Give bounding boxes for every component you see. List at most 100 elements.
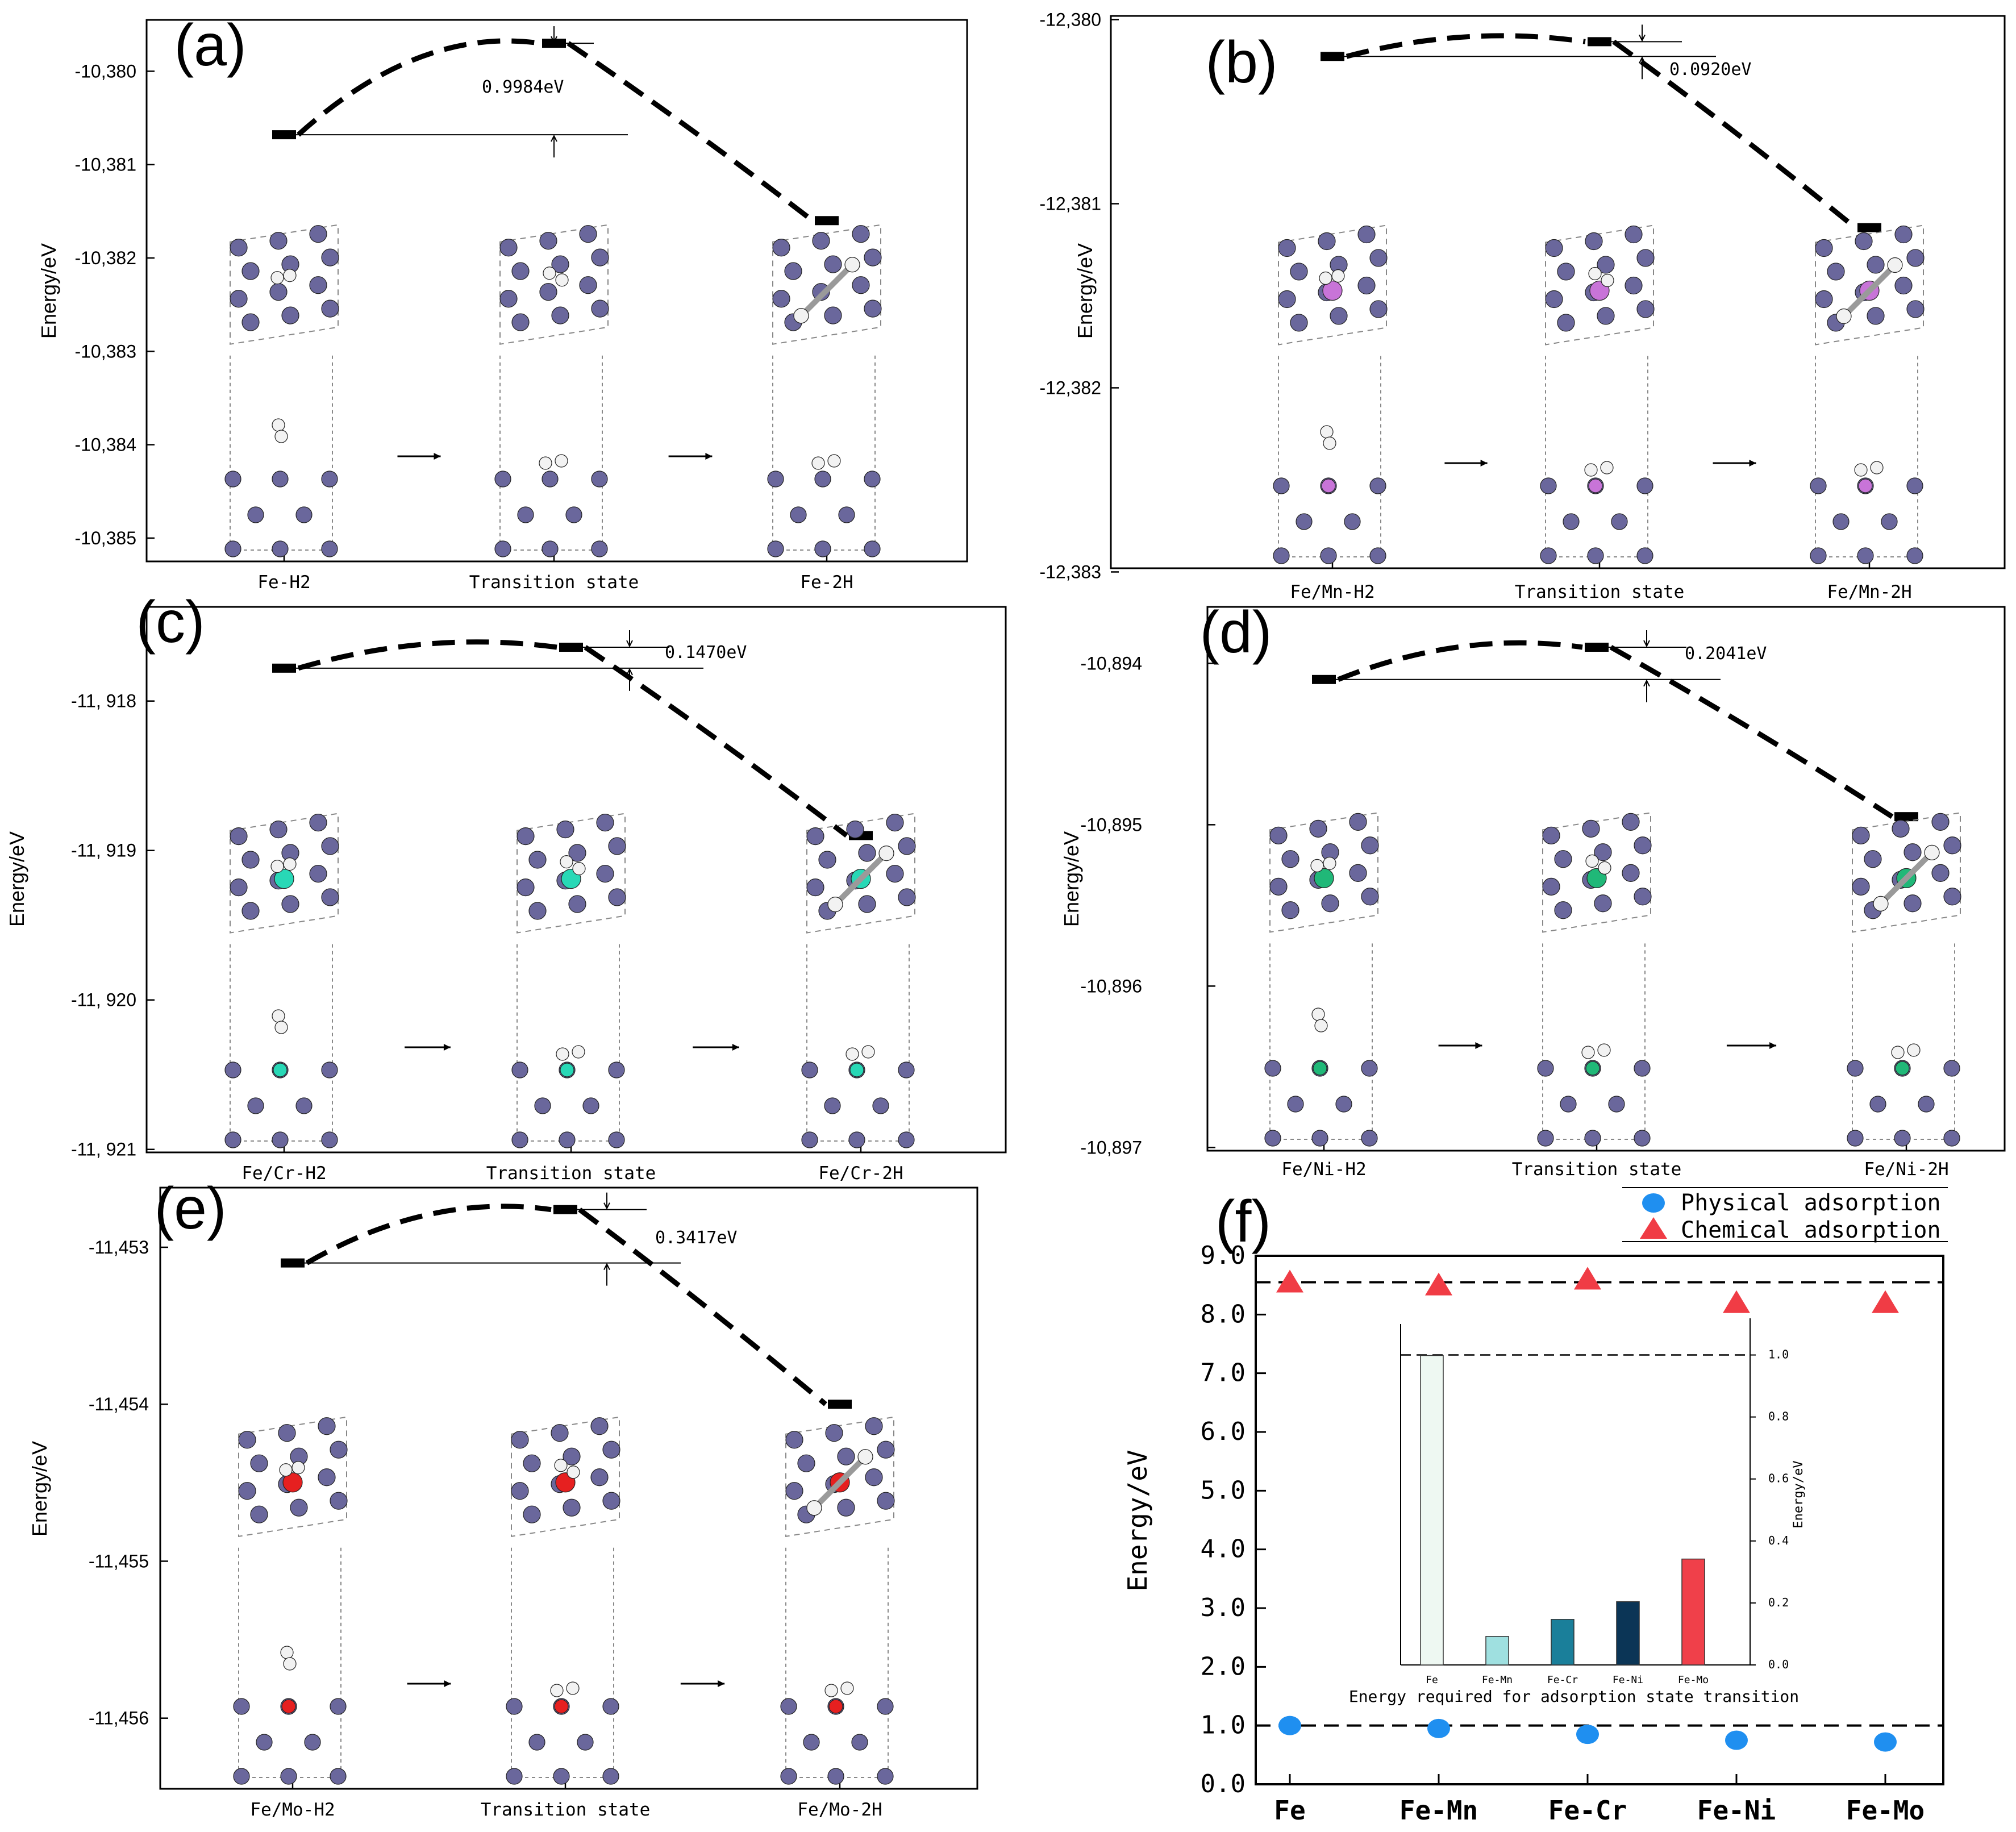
fe-atom [865,1417,883,1435]
fe-atom [321,1131,338,1148]
arrow-head [1475,1042,1482,1049]
y-axis-label: Energy/eV [5,831,28,927]
fe-atom [295,506,313,523]
fe-atom [797,1454,815,1472]
arrow-head [434,453,441,460]
arrow-head [1749,460,1756,467]
fe-atom [238,1482,256,1500]
fe-atom [806,827,824,846]
h-atom [806,1500,822,1516]
h-atom [272,1009,285,1023]
fe-atom [1918,1096,1935,1113]
arrow-head [603,1263,610,1271]
fe-atom [1273,477,1290,494]
y-tick-label: -11, 918 [71,691,136,711]
arrow-head [1639,34,1646,42]
fe-atom [1867,256,1885,274]
y-tick-label: 4.0 [1201,1535,1246,1564]
fe-atom [1369,300,1388,318]
fe-atom [1344,513,1361,530]
fe-atom [250,1454,268,1472]
fe-atom [559,1131,576,1148]
category-label: Transition state [1512,1159,1682,1180]
fe-atom [1357,225,1376,244]
h-atom [1323,436,1336,450]
fe-atom [824,1097,841,1114]
dopant-atom [282,1472,303,1493]
fe-atom [579,276,597,294]
fe-atom [1832,513,1850,530]
panel-label: (a) [174,13,246,78]
h-atom [1584,463,1598,477]
fe-atom [1906,477,1923,494]
dopant-atom [554,1699,569,1714]
y-tick-label: 8.0 [1201,1300,1246,1329]
fe-atom [898,837,916,855]
fe-atom [1634,1060,1651,1077]
h-atom [1907,1043,1921,1057]
fe-atom [1894,225,1913,244]
fe-atom [827,1768,844,1785]
fe-atom [772,239,790,257]
barrier-label: 0.3417eV [655,1228,738,1248]
cell-outline [1545,224,1654,345]
fe-atom [1810,477,1827,494]
reaction-path [578,1208,827,1406]
fe-atom [295,1097,313,1114]
fe-atom [780,1698,797,1715]
legend-marker-physical [1642,1193,1665,1213]
fe-atom [1585,232,1603,251]
fe-atom [272,471,289,488]
fe-atom [591,248,609,267]
fe-atom [494,471,511,488]
category-label: Fe-Mo [1846,1795,1925,1826]
fe-atom [1597,307,1615,325]
fe-atom [590,1417,609,1435]
y-tick-label: -10,894 [1080,653,1142,673]
y-tick-label: -11,456 [89,1708,149,1729]
h-atom [1887,257,1903,273]
fe-atom [608,1061,625,1079]
arrow-head [551,134,557,142]
h-atom [572,1045,585,1059]
panel-d: -10,894 -10,895 -10,896 -10,897 Energy/eV (d)… [1060,599,2006,1180]
fe-atom [1597,256,1615,274]
fe-atom [1815,239,1833,257]
fe-atom [602,1440,620,1459]
fe-atom [1584,1130,1601,1147]
fe-atom [801,1131,818,1148]
y-tick-label: -11, 921 [71,1139,136,1160]
h-atom [270,271,284,285]
y-axis-label: Energy/eV [1060,831,1083,927]
fe-atom [551,306,569,324]
h-atom [1836,308,1852,324]
dopant-atom [1895,1061,1910,1076]
h-atom [1598,861,1611,875]
fe-atom [838,506,855,523]
panel-c: -11, 918 -11, 919 -11, 920 -11, 921 Energy/e… [5,589,1007,1184]
h-atom [1320,425,1334,439]
fe-atom [1349,813,1367,831]
fe-atom [281,306,299,324]
h-atom [1854,463,1868,477]
fe-atom [281,895,299,913]
arrow-head [443,1044,451,1051]
fe-atom [1361,836,1379,855]
h-atom [857,1449,873,1465]
y-axis-label: Energy/eV [1073,243,1097,339]
chemical-adsorption-point [1872,1290,1899,1313]
fe-atom [542,540,559,557]
fe-atom [553,1768,570,1785]
panel-e: -11,453 -11,454 -11,455 -11,456 Energy/eV (e)… [28,1176,978,1820]
inset-y-tick-label: 1.0 [1768,1348,1789,1361]
cell-outline [1815,224,1924,345]
panel-frame [145,19,968,563]
inset-y-tick-label: 0.8 [1768,1410,1789,1423]
fe-atom [1560,1096,1577,1113]
bond [812,1455,868,1510]
h-atom [554,1459,568,1472]
energy-level-1 [1585,642,1609,652]
category-label: Fe-2H [800,572,853,593]
panel-frame [145,606,1007,1154]
fe-atom [556,820,574,839]
